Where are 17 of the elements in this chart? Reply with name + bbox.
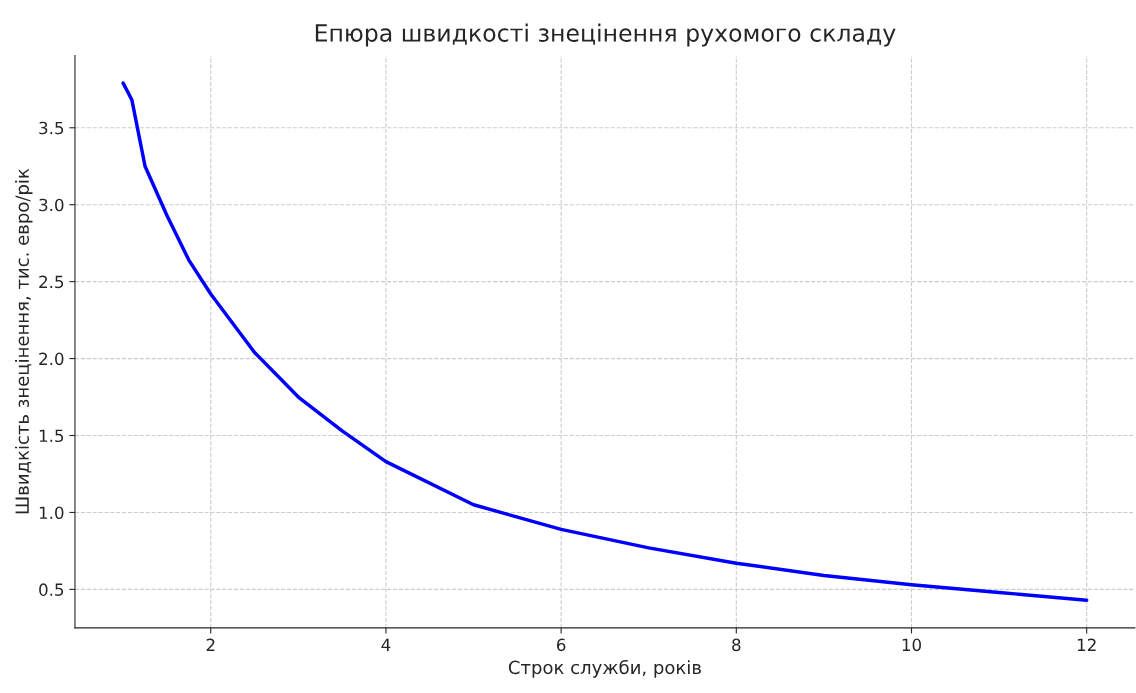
y-tick-label: 3.5 xyxy=(39,121,64,135)
y-tick-label: 1.5 xyxy=(39,429,64,443)
y-tick-label: 2.5 xyxy=(39,275,64,289)
line-series xyxy=(121,81,1089,602)
y-tick-label: 2.0 xyxy=(39,352,64,366)
chart-title: Епюра швидкості знецінення рухомого складу xyxy=(315,23,896,47)
x-tick-label: 12 xyxy=(1077,638,1096,651)
y-tick-label: 1.0 xyxy=(39,506,64,520)
x-tick-label: 10 xyxy=(902,638,921,652)
y-axis-title: Швидкість знецінення, тис. евро/рік xyxy=(15,168,33,514)
x-tick-label: 4 xyxy=(381,638,391,651)
x-axis-title: Строк служби, років xyxy=(508,659,701,678)
x-tick-label: 8 xyxy=(732,638,741,652)
x-tick-label: 6 xyxy=(556,638,566,652)
y-tick-label: 0.5 xyxy=(39,583,64,596)
x-tick-label: 2 xyxy=(206,638,215,651)
y-tick-label: 3.0 xyxy=(39,198,64,212)
